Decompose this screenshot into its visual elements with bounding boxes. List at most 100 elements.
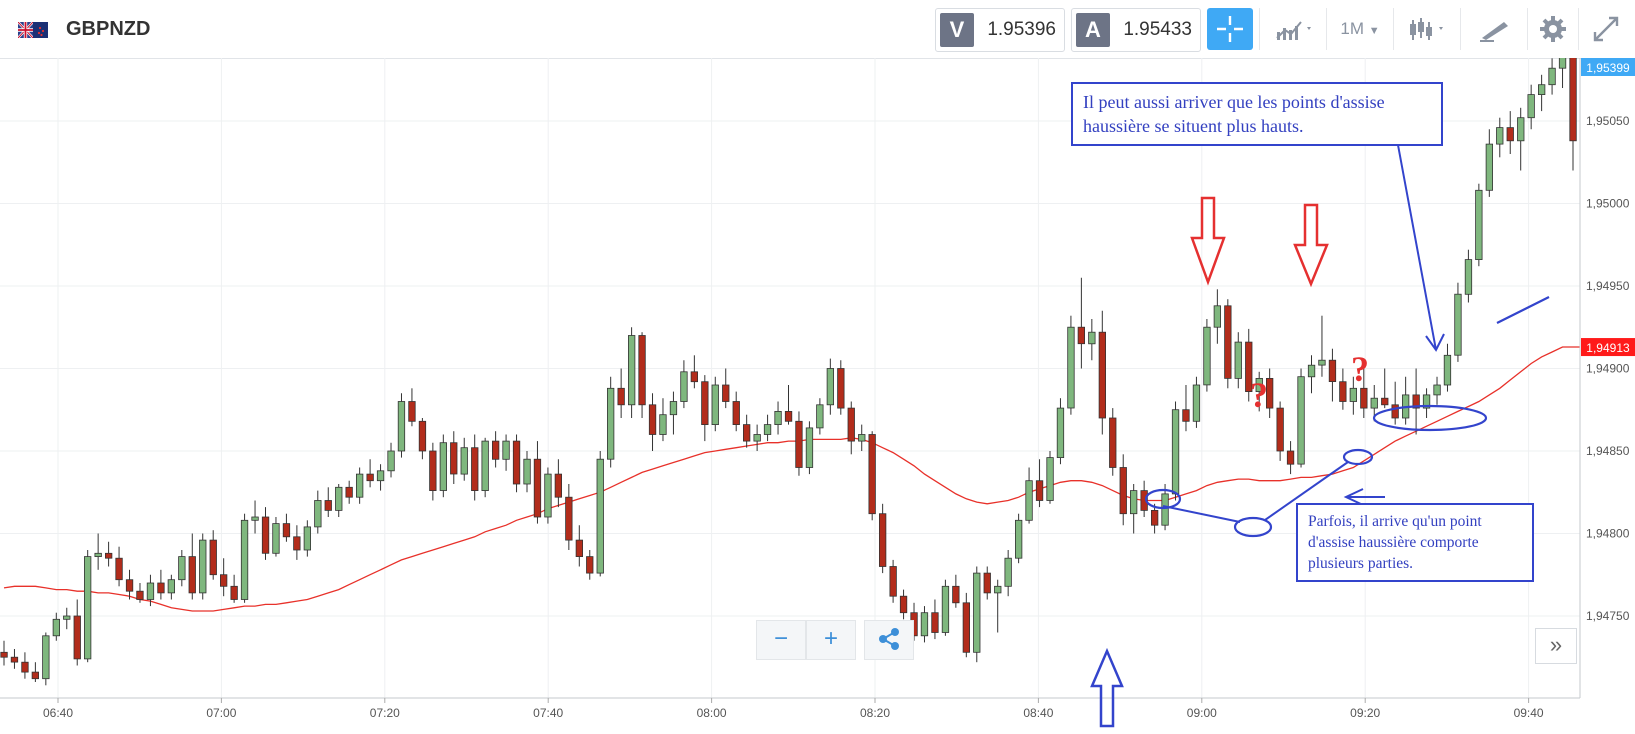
candle-down — [418, 420, 427, 452]
candle-up — [355, 473, 364, 498]
candle-down — [1276, 407, 1284, 452]
chart-type-button[interactable] — [1393, 8, 1460, 50]
y-tick-label: 1,95000 — [1586, 197, 1630, 211]
candle-down — [533, 458, 542, 518]
candle-up — [826, 368, 834, 406]
candle-up — [240, 519, 249, 600]
up-arrow — [1090, 647, 1124, 728]
support-ellipse-1 — [1144, 488, 1182, 510]
candle-up — [460, 447, 468, 475]
candle-down — [491, 440, 500, 460]
callout-pointer-top — [1397, 144, 1445, 352]
x-tick-label: 09:40 — [1514, 706, 1544, 720]
candle-down — [1381, 397, 1389, 406]
candle-down — [471, 447, 479, 492]
y-tick-label: 1,94750 — [1586, 609, 1630, 623]
candle-up — [167, 579, 176, 594]
annotation-box-bottom: Parfois, il arrive qu'un point d'assise … — [1296, 503, 1534, 582]
candle-down — [1391, 404, 1399, 419]
zoom-in-button[interactable]: + — [806, 620, 856, 660]
price-chart[interactable]: 06:40 07:00 07:20 07:40 08:00 08:20 08:40 09:00… — [0, 58, 1635, 734]
candle-down — [21, 661, 29, 673]
candle-down — [293, 536, 301, 551]
candle-up — [544, 473, 552, 518]
candle-down — [952, 585, 960, 604]
settings-button[interactable] — [1527, 8, 1578, 50]
candlestick-type-icon — [1410, 18, 1443, 40]
bid-price-box[interactable]: V 1.95396 — [935, 8, 1065, 52]
candle-down — [209, 539, 217, 576]
candle-down — [1182, 409, 1190, 422]
candle-up — [1307, 364, 1316, 378]
x-tick-label: 08:40 — [1023, 706, 1053, 720]
candle-up — [994, 585, 1002, 594]
candle-down — [366, 473, 374, 482]
candle-up — [1548, 67, 1556, 86]
callout-arrow-bottom — [1343, 488, 1385, 506]
y-tick-label: 1,94900 — [1586, 362, 1630, 376]
timeframe-selector[interactable]: 1M ▼ — [1326, 8, 1393, 50]
candle-up — [1203, 326, 1211, 386]
support-ellipse-3 — [1342, 448, 1374, 466]
candle-up — [1349, 387, 1357, 402]
candle-up — [1454, 293, 1462, 356]
annotation-overlay: ? ? — [1090, 144, 1550, 728]
timeframe-label: 1M — [1340, 19, 1364, 38]
x-tick-label: 07:00 — [206, 706, 236, 720]
question-mark-1: ? — [1250, 375, 1268, 415]
annotation-box-top: Il peut aussi arriver que les points d'a… — [1071, 82, 1443, 146]
trend-line — [1496, 296, 1550, 324]
candle-down — [722, 384, 730, 402]
candle-down — [73, 615, 81, 660]
candle-up — [596, 458, 604, 574]
ask-price-box[interactable]: A 1.95433 — [1071, 8, 1201, 52]
candle-up — [763, 424, 772, 435]
ask-tag: A — [1076, 13, 1110, 47]
candle-up — [1067, 326, 1075, 409]
candle-up — [669, 401, 678, 416]
candle-down — [795, 420, 803, 468]
candle-down — [157, 582, 165, 594]
question-mark-2: ? — [1351, 349, 1369, 389]
indicators-button[interactable] — [1259, 8, 1326, 50]
fullscreen-button[interactable] — [1578, 8, 1633, 50]
share-button[interactable] — [864, 620, 914, 660]
candle-up — [774, 410, 782, 425]
candle-down — [324, 500, 332, 511]
scroll-to-latest-button[interactable]: » — [1535, 628, 1577, 664]
candle-down — [1098, 331, 1106, 419]
candle-up — [711, 384, 719, 425]
chart-axes: 06:40 07:00 07:20 07:40 08:00 08:20 08:40 09:00… — [0, 58, 1635, 720]
candle-up — [1161, 493, 1169, 526]
x-tick-label: 07:20 — [370, 706, 400, 720]
candle-up — [1422, 394, 1431, 409]
x-tick-label: 07:40 — [533, 706, 563, 720]
candle-down — [10, 656, 19, 663]
candle-down — [115, 557, 123, 581]
chart-toolbar: GBPNZD V 1.95396 A 1.95433 1M ▼ — [0, 0, 1635, 59]
candle-down — [1109, 417, 1117, 468]
drawing-tool-button[interactable] — [1460, 8, 1527, 50]
candle-up — [805, 427, 814, 468]
candle-down — [261, 516, 270, 554]
share-icon — [879, 628, 899, 650]
candle-down — [31, 671, 39, 680]
candle-up — [1464, 259, 1473, 295]
candles-layer — [0, 58, 1577, 686]
indicator-chart-icon — [1276, 21, 1311, 40]
candle-up — [387, 450, 395, 472]
candle-up — [1527, 94, 1535, 119]
candle-down — [1151, 509, 1159, 526]
x-tick-label: 08:00 — [697, 706, 727, 720]
crosshair-button[interactable] — [1207, 8, 1253, 50]
y-tick-label: 1,94800 — [1586, 527, 1630, 541]
candle-up — [502, 440, 510, 460]
zoom-out-button[interactable]: − — [756, 620, 806, 660]
candle-down — [1266, 377, 1274, 409]
candle-up — [314, 500, 322, 528]
candle-down — [743, 424, 751, 442]
candle-up — [1443, 354, 1452, 386]
candle-down — [638, 335, 646, 406]
candle-down — [1140, 490, 1148, 511]
candle-down — [512, 440, 521, 485]
